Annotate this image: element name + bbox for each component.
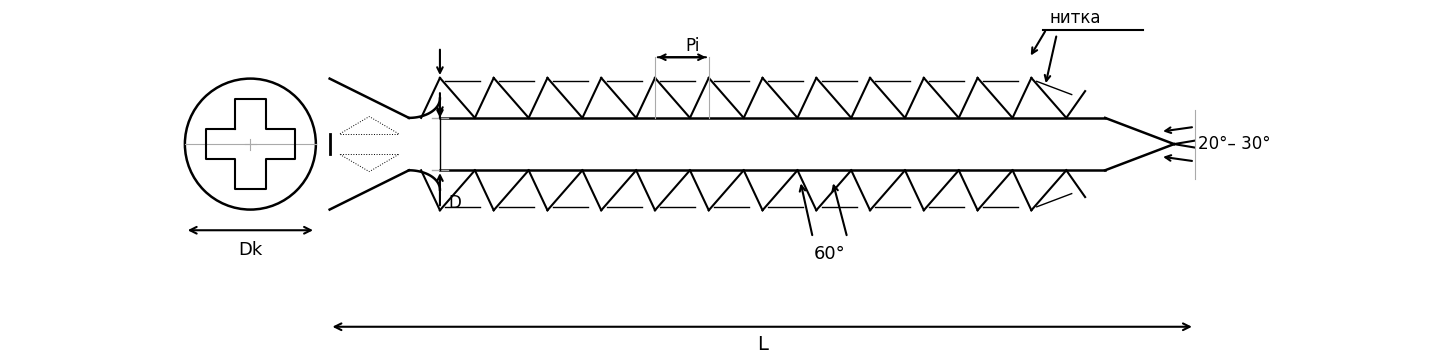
- Text: Dk: Dk: [238, 241, 263, 258]
- Text: L: L: [756, 335, 768, 354]
- Text: 20°– 30°: 20°– 30°: [1198, 135, 1270, 153]
- Text: D: D: [449, 194, 462, 213]
- Text: 60°: 60°: [815, 245, 847, 263]
- Text: Pi: Pi: [685, 37, 700, 55]
- Text: нитка: нитка: [1050, 9, 1102, 27]
